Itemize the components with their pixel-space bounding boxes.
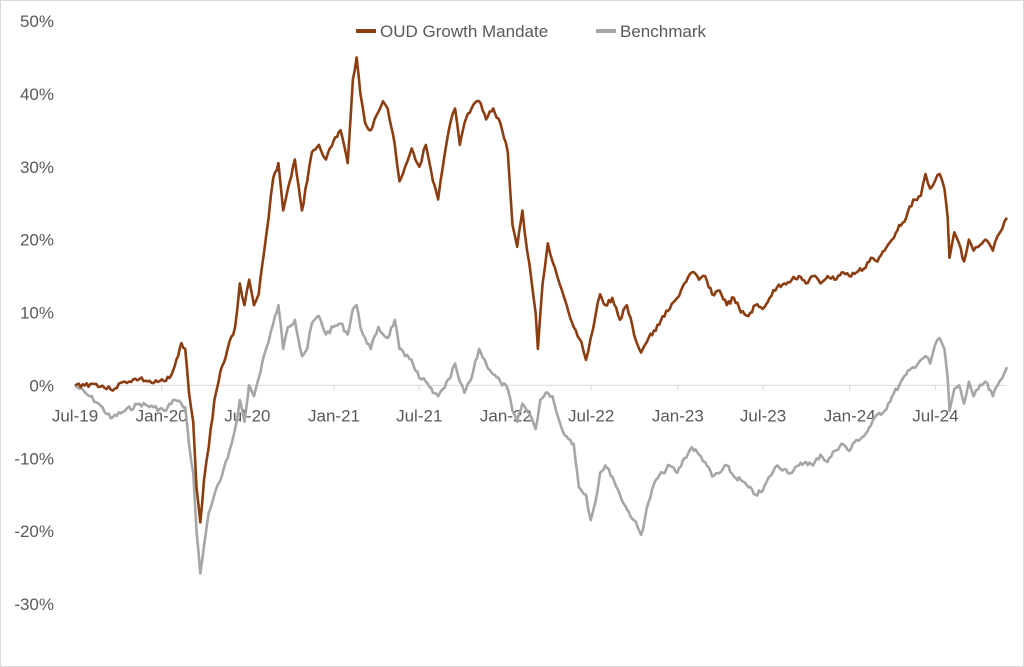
x-tick-label: Jul-24 (912, 406, 958, 425)
series-line-oud-growth-mandate (74, 56, 1009, 524)
x-tick-label: Jan-20 (136, 406, 188, 425)
y-tick-label: 20% (20, 231, 54, 250)
legend-label-benchmark: Benchmark (620, 22, 706, 41)
series-layer (74, 56, 1009, 575)
y-tick-label: -30% (14, 595, 54, 614)
y-axis-ticks: 50% 40% 30% 20% 10% 0% -10% -20% -30% (14, 12, 54, 614)
y-tick-label: 50% (20, 12, 54, 31)
y-tick-label: 30% (20, 158, 54, 177)
x-tick-label: Jan-22 (480, 406, 532, 425)
y-tick-label: 10% (20, 304, 54, 323)
legend: OUD Growth Mandate Benchmark (356, 22, 706, 41)
series-line-benchmark (74, 303, 1009, 575)
x-tick-label: Jan-23 (652, 406, 704, 425)
x-tick-label: Jul-23 (740, 406, 786, 425)
legend-label-oud: OUD Growth Mandate (380, 22, 548, 41)
x-tick-label: Jan-21 (308, 406, 360, 425)
legend-item-benchmark: Benchmark (596, 22, 706, 41)
x-tick-label: Jan-24 (824, 406, 876, 425)
x-tick-label: Jul-22 (568, 406, 614, 425)
y-tick-label: -20% (14, 522, 54, 541)
x-tick-label: Jul-21 (396, 406, 442, 425)
legend-item-oud: OUD Growth Mandate (356, 22, 548, 41)
x-tick-label: Jul-19 (52, 406, 98, 425)
y-tick-label: 40% (20, 85, 54, 104)
y-tick-label: 0% (29, 376, 54, 395)
y-tick-label: -10% (14, 449, 54, 468)
